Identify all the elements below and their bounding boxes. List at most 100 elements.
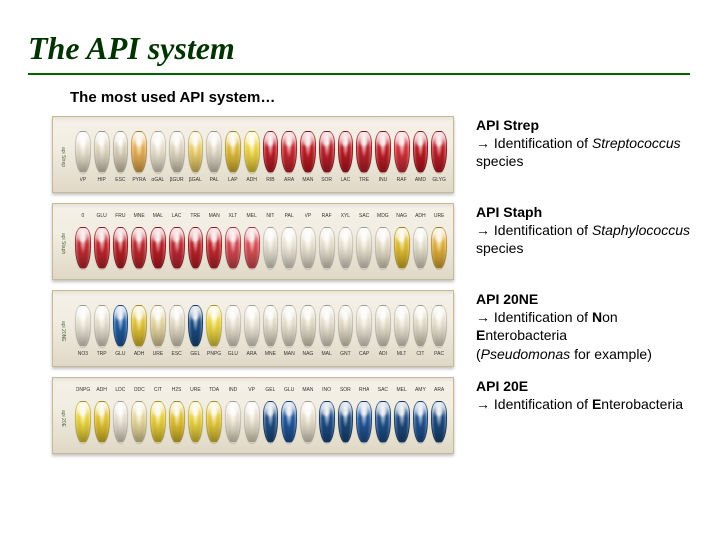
well-col: GEL bbox=[188, 299, 204, 358]
well-col: MAN bbox=[206, 212, 222, 271]
test-strip: api 20NENO3TRPGLUADHUREESCGELPNPGGLUARAM… bbox=[52, 290, 454, 367]
well bbox=[169, 227, 185, 269]
well-col: CIT bbox=[413, 299, 429, 358]
well bbox=[206, 131, 222, 173]
well-col: XYL bbox=[338, 212, 354, 271]
well bbox=[375, 227, 391, 269]
well bbox=[75, 305, 91, 347]
well bbox=[131, 305, 147, 347]
well bbox=[413, 401, 429, 443]
well-col: ADH bbox=[244, 125, 260, 184]
well-col: TRE bbox=[356, 125, 372, 184]
well bbox=[113, 305, 129, 347]
well-col: 0 bbox=[75, 212, 91, 271]
well-label: RHA bbox=[359, 386, 370, 394]
well bbox=[225, 401, 241, 443]
well-col: RIB bbox=[263, 125, 279, 184]
test-strip: api StrepVPHIPESCPYRAαGALβGURβGALPALLAPA… bbox=[52, 116, 454, 193]
well-col: VP bbox=[75, 125, 91, 184]
well bbox=[263, 227, 279, 269]
well bbox=[356, 227, 372, 269]
well-col: NAG bbox=[300, 299, 316, 358]
well-col: ARA bbox=[431, 386, 447, 445]
well-col: MEL bbox=[244, 212, 260, 271]
well-col: LAP bbox=[225, 125, 241, 184]
well-col: NIT bbox=[263, 212, 279, 271]
strip-side-label: api 20NE bbox=[56, 313, 66, 349]
well bbox=[263, 305, 279, 347]
well-label: FRU bbox=[115, 212, 125, 220]
well-col: GEL bbox=[263, 386, 279, 445]
well-label: MAN bbox=[209, 212, 220, 220]
strip-description: API Strep→ Identification of Streptococc… bbox=[476, 116, 696, 171]
well bbox=[319, 305, 335, 347]
well bbox=[150, 131, 166, 173]
well-label: VP bbox=[305, 212, 312, 220]
well bbox=[169, 305, 185, 347]
well-col: TRP bbox=[94, 299, 110, 358]
api-rows: api StrepVPHIPESCPYRAαGALβGURβGALPALLAPA… bbox=[0, 116, 720, 454]
test-strip: api 20EONPGADHLDCODCCITH2SURETDAINDVPGEL… bbox=[52, 377, 454, 454]
well-col: CIT bbox=[150, 386, 166, 445]
well bbox=[319, 227, 335, 269]
well-col: FRU bbox=[113, 212, 129, 271]
well-label: PAL bbox=[285, 212, 294, 220]
well-col: VP bbox=[244, 386, 260, 445]
well bbox=[281, 305, 297, 347]
well-label: GLU bbox=[96, 212, 106, 220]
well-col: GLU bbox=[225, 299, 241, 358]
well-label: XYL bbox=[341, 212, 350, 220]
well-label: βGAL bbox=[189, 176, 202, 184]
well-label: ADH bbox=[134, 350, 145, 358]
well-col: αGAL bbox=[150, 125, 166, 184]
well bbox=[338, 401, 354, 443]
well-label: HIP bbox=[97, 176, 105, 184]
well bbox=[188, 401, 204, 443]
well-col: ADI bbox=[375, 299, 391, 358]
well-col: MAN bbox=[300, 125, 316, 184]
well-col: ARA bbox=[244, 299, 260, 358]
well-label: RAF bbox=[322, 212, 332, 220]
well bbox=[356, 401, 372, 443]
well-col: GLYG bbox=[431, 125, 447, 184]
well bbox=[319, 401, 335, 443]
well-label: MAN bbox=[284, 350, 295, 358]
well-label: ONPG bbox=[76, 386, 91, 394]
well-label: NAG bbox=[396, 212, 407, 220]
well bbox=[431, 227, 447, 269]
well-label: MEL bbox=[396, 386, 406, 394]
well-col: RHA bbox=[356, 386, 372, 445]
well bbox=[281, 227, 297, 269]
well bbox=[300, 227, 316, 269]
well-label: LAC bbox=[341, 176, 351, 184]
strip-description: API Staph→ Identification of Staphylococ… bbox=[476, 203, 696, 258]
well bbox=[131, 401, 147, 443]
well bbox=[113, 131, 129, 173]
well bbox=[225, 131, 241, 173]
well bbox=[225, 305, 241, 347]
well bbox=[94, 227, 110, 269]
well bbox=[225, 227, 241, 269]
well bbox=[300, 401, 316, 443]
well-col: LAC bbox=[338, 125, 354, 184]
well-label: XLT bbox=[228, 212, 237, 220]
well bbox=[375, 131, 391, 173]
well-col: CAP bbox=[356, 299, 372, 358]
well-label: URE bbox=[190, 386, 201, 394]
well-label: GEL bbox=[190, 350, 200, 358]
well-label: GLU bbox=[284, 386, 294, 394]
well-label: RAF bbox=[397, 176, 407, 184]
well-label: VP bbox=[80, 176, 87, 184]
well-col: ODC bbox=[131, 386, 147, 445]
well-label: MAN bbox=[302, 386, 313, 394]
well-col: MAL bbox=[319, 299, 335, 358]
well-col: XLT bbox=[225, 212, 241, 271]
well bbox=[131, 227, 147, 269]
well-col: NO3 bbox=[75, 299, 91, 358]
well-label: RIB bbox=[266, 176, 274, 184]
well-label: NIT bbox=[266, 212, 274, 220]
api-row-api-strep: api StrepVPHIPESCPYRAαGALβGURβGALPALLAPA… bbox=[52, 116, 720, 193]
strip-side-label: api 20E bbox=[56, 400, 66, 436]
well-label: ARA bbox=[246, 350, 256, 358]
well bbox=[394, 227, 410, 269]
